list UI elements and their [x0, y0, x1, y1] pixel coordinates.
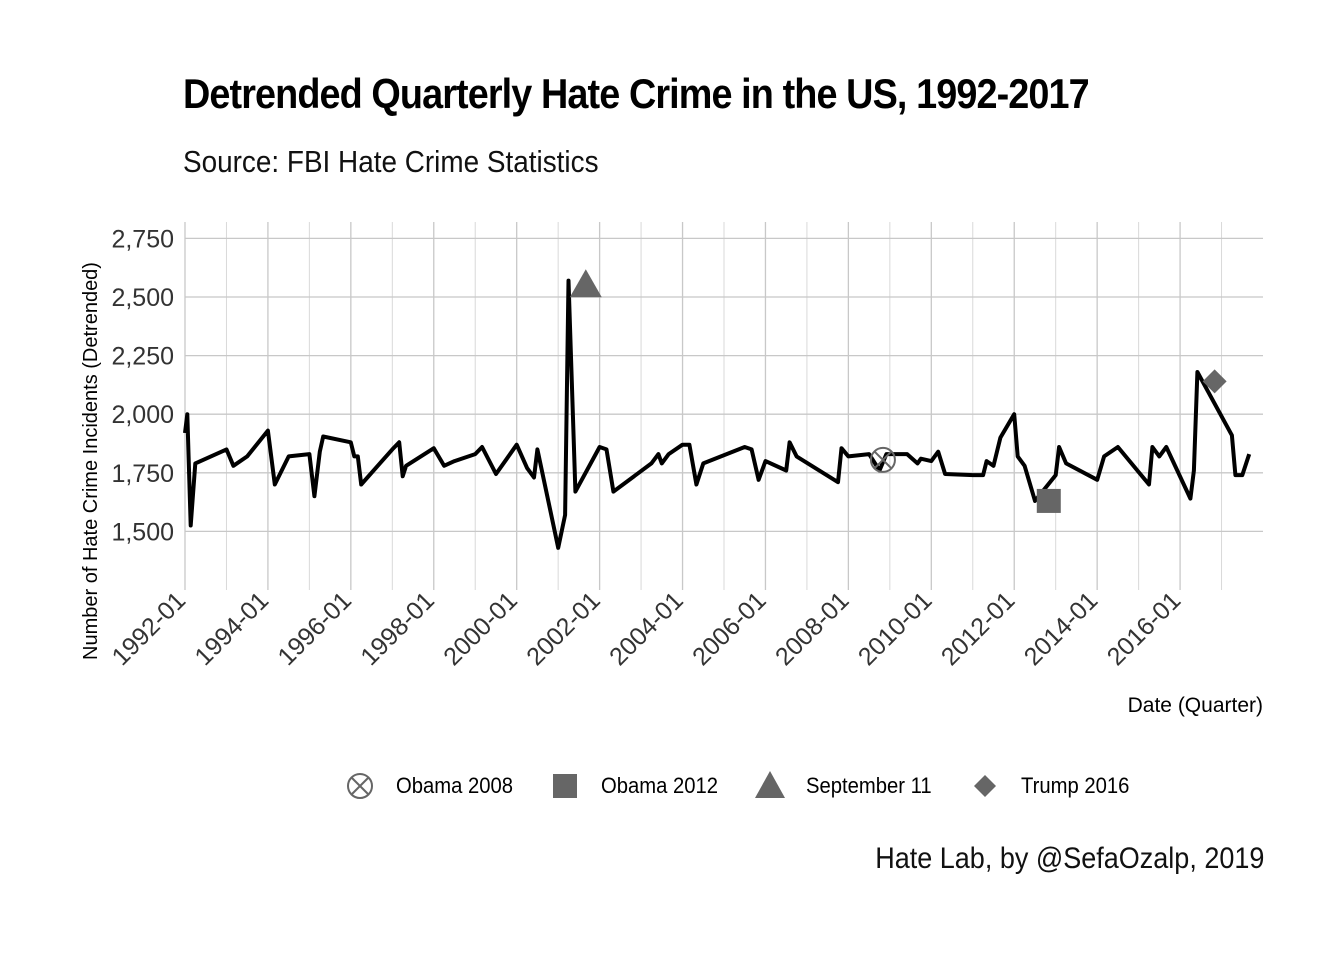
x-tick-label: 2010-01	[853, 586, 938, 671]
x-tick-label: 2016-01	[1102, 586, 1187, 671]
x-tick-label: 1994-01	[189, 586, 274, 671]
legend-label: Obama 2008	[396, 773, 514, 798]
legend-label: Obama 2012	[601, 773, 719, 798]
marker-trump-2016	[1202, 369, 1227, 394]
circle-x-icon	[347, 773, 373, 799]
diamond-icon	[973, 775, 996, 797]
x-tick-label: 2012-01	[936, 586, 1021, 671]
marker-obama-2012	[1036, 488, 1061, 513]
triangle-icon	[755, 771, 786, 798]
legend-item-obama-2012: Obama 2012	[545, 766, 728, 806]
x-tick-label: 2008-01	[770, 586, 855, 671]
chart-caption: Hate Lab, by @SefaOzalp, 2019	[874, 842, 1264, 875]
marker-obama-2008	[869, 446, 896, 473]
y-tick-label: 1,500	[111, 518, 174, 546]
x-tick-label: 1998-01	[355, 586, 440, 671]
marker-september-11	[569, 269, 602, 298]
x-tick-label: 1992-01	[107, 586, 192, 671]
x-axis-title: Date (Quarter)	[1128, 694, 1263, 717]
chart-subtitle: Source: FBI Hate Crime Statistics	[183, 144, 599, 179]
legend: Obama 2008 Obama 2012 September 11 Trump…	[340, 766, 1161, 806]
legend-item-september-11: September 11	[750, 766, 943, 806]
series-line	[183, 278, 1252, 550]
y-tick-label: 2,250	[111, 343, 174, 371]
y-axis-title: Number of Hate Crime Incidents (Detrende…	[80, 262, 102, 660]
x-tick-label: 2006-01	[687, 586, 772, 671]
legend-item-obama-2008: Obama 2008	[340, 766, 523, 806]
x-tick-label: 2014-01	[1019, 586, 1104, 671]
legend-label: Trump 2016	[1020, 773, 1130, 798]
y-tick-label: 1,750	[111, 460, 174, 488]
y-tick-label: 2,750	[111, 225, 174, 253]
x-tick-label: 2002-01	[521, 586, 606, 671]
legend-label: September 11	[806, 773, 933, 798]
legend-item-trump-2016: Trump 2016	[965, 766, 1139, 806]
x-tick-label: 1996-01	[272, 586, 357, 671]
square-icon	[553, 774, 578, 798]
y-tick-label: 2,000	[111, 401, 174, 429]
x-tick-label: 2000-01	[438, 586, 523, 671]
y-tick-label: 2,500	[111, 284, 174, 312]
x-tick-label: 2004-01	[604, 586, 689, 671]
chart-title: Detrended Quarterly Hate Crime in the US…	[183, 70, 1090, 117]
